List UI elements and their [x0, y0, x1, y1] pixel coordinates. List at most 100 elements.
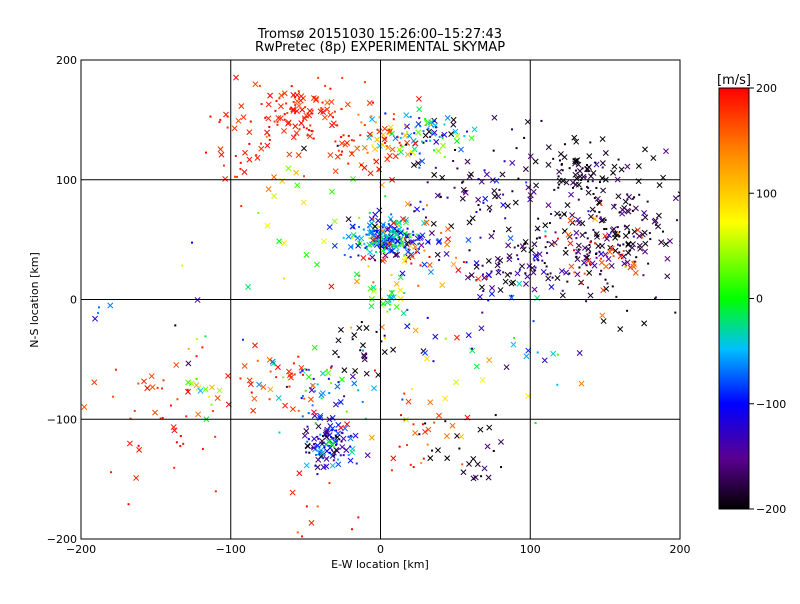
data-point-dot [404, 238, 407, 241]
data-point-x [409, 253, 415, 260]
data-point-dot [388, 132, 391, 135]
data-point-x [504, 202, 511, 209]
chart-title: Tromsø 20151030 15:26:00–15:27:43 [257, 27, 502, 42]
data-point-x [293, 169, 300, 176]
data-point-x [305, 374, 312, 380]
data-point-dot [260, 142, 263, 145]
data-point-dot [422, 141, 425, 144]
data-point-x [548, 241, 555, 248]
data-point-dot [624, 265, 627, 268]
data-point-dot [341, 76, 344, 79]
data-point-x [353, 271, 360, 278]
data-point-dot [464, 189, 467, 192]
data-point-x [458, 433, 465, 440]
data-point-x [481, 465, 488, 472]
data-point-dot [306, 440, 309, 443]
data-point-dot [239, 377, 242, 380]
data-point-dot [626, 193, 629, 196]
data-point-x [617, 253, 624, 260]
data-point-x [444, 226, 451, 232]
data-point-x [334, 383, 341, 390]
data-point-x [367, 170, 374, 177]
data-point-x [444, 114, 451, 121]
data-point-dot [502, 193, 505, 196]
data-point-x [344, 421, 351, 428]
data-point-dot [378, 226, 381, 229]
data-point-dot [292, 101, 295, 104]
data-point-dot [358, 216, 361, 219]
data-point-dot [580, 282, 583, 285]
data-point-dot [479, 236, 482, 239]
data-point-x [703, 220, 708, 225]
data-point-dot [653, 297, 656, 300]
data-point-dot [482, 289, 485, 292]
data-point-dot [97, 306, 100, 309]
data-point-dot [557, 353, 560, 356]
data-point-x [107, 302, 114, 309]
data-point-x [497, 287, 504, 293]
data-point-x [216, 387, 223, 394]
data-point-x [466, 461, 472, 467]
data-point-dot [588, 251, 591, 254]
data-point-dot [443, 155, 446, 158]
data-point-dot [455, 256, 458, 259]
data-point-x [152, 409, 159, 416]
data-point-x [276, 238, 283, 245]
data-point-dot [527, 186, 530, 189]
data-point-dot [273, 120, 276, 123]
data-point-dot [365, 233, 368, 236]
data-point-x [321, 114, 328, 121]
data-point-dot [286, 112, 289, 115]
data-point-x [332, 168, 339, 175]
grid [81, 60, 680, 539]
data-point-dot [380, 233, 383, 236]
data-point-dot [387, 237, 390, 240]
data-point-dot [384, 141, 387, 144]
data-point-x [338, 326, 344, 333]
data-point-x [338, 140, 345, 147]
data-point-dot [373, 230, 376, 233]
data-point-x [309, 382, 316, 389]
data-point-dot [289, 106, 292, 109]
data-point-dot [409, 115, 412, 118]
data-point-x [281, 127, 287, 134]
data-point-dot [675, 219, 678, 222]
data-point-x [433, 138, 440, 145]
data-point-x [412, 243, 419, 250]
data-point-x [311, 409, 317, 416]
data-point-x [522, 238, 529, 245]
data-point-dot [357, 516, 360, 519]
data-point-x [629, 244, 636, 251]
data-point-x [471, 126, 478, 133]
data-point-dot [615, 295, 618, 298]
data-point-dot [374, 259, 377, 262]
data-point-x [419, 158, 426, 165]
data-point-dot [646, 200, 649, 203]
data-point-dot [114, 368, 117, 371]
data-point-dot [641, 236, 644, 239]
data-point-dot [161, 416, 164, 419]
data-point-x [534, 225, 541, 232]
data-point-dot [648, 232, 651, 235]
data-point-dot [382, 241, 385, 244]
data-point-x [625, 241, 632, 248]
data-point-x [328, 98, 335, 105]
data-point-dot [305, 368, 308, 371]
data-point-dot [222, 164, 225, 167]
data-point-x [289, 406, 296, 413]
data-point-x [233, 74, 239, 81]
data-point-dot [401, 244, 404, 247]
data-point-x [528, 247, 535, 254]
data-point-x [524, 273, 531, 280]
data-point-x [573, 157, 580, 164]
data-point-x [352, 367, 359, 374]
data-point-x [584, 254, 591, 261]
data-point-x [464, 274, 471, 281]
data-point-dot [622, 250, 625, 253]
data-point-dot [351, 236, 354, 239]
data-point-dot [429, 135, 432, 138]
data-point-dot [410, 262, 413, 265]
data-point-x [423, 219, 430, 226]
data-point-x [348, 150, 355, 157]
x-axis: −200 −100 0 100 200 [66, 543, 691, 556]
